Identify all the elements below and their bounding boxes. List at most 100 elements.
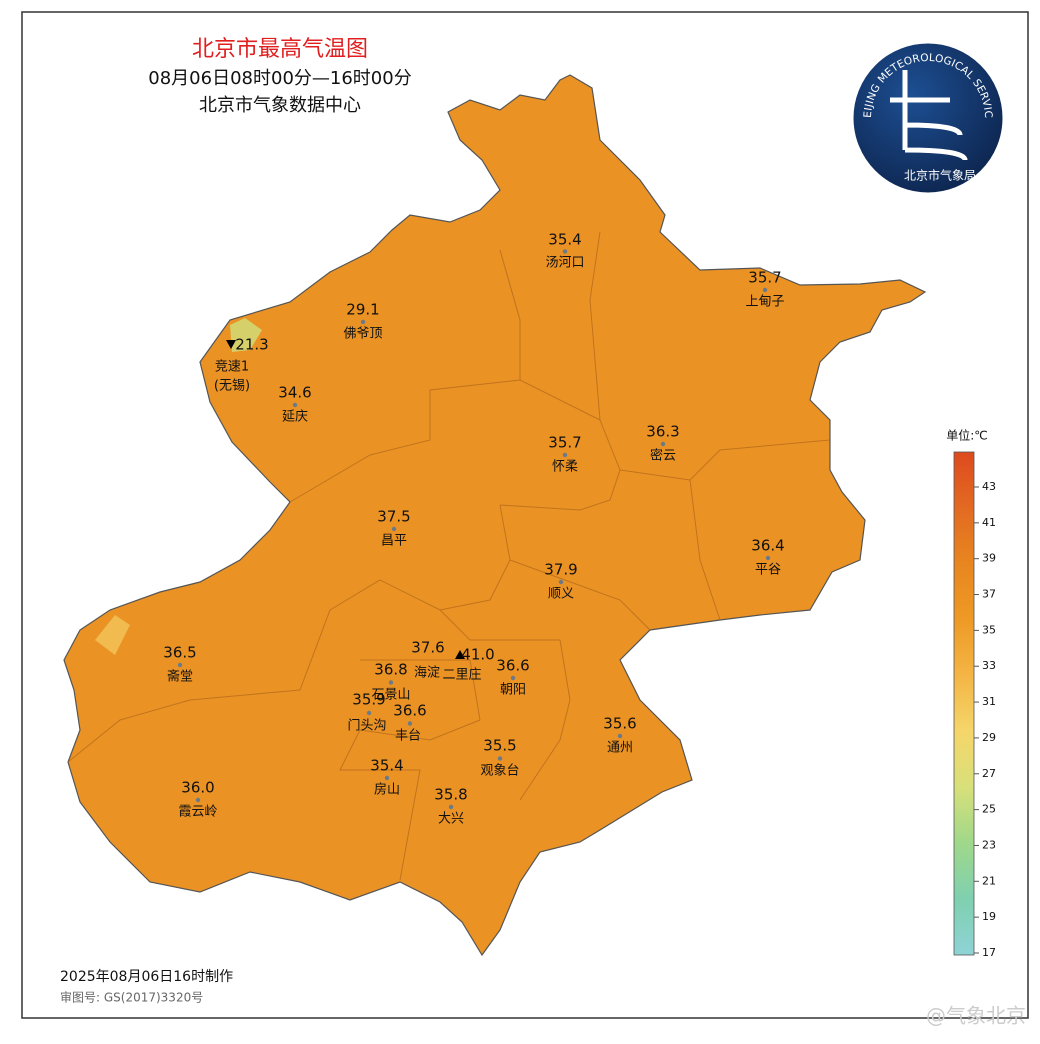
station-marker — [226, 340, 236, 349]
station-value: 35.6 — [603, 715, 636, 733]
legend-ticks: 43 41 39 37 35 33 31 29 27 25 23 21 19 17 — [974, 480, 996, 959]
legend-tick-label: 21 — [982, 874, 996, 887]
legend-tick-label: 41 — [982, 516, 996, 529]
station-name: 朝阳 — [500, 683, 526, 698]
station: 35.9 门头沟 — [347, 691, 386, 734]
station-value: 35.9 — [352, 691, 385, 709]
station-name: 昌平 — [381, 534, 407, 549]
station-name: 斋堂 — [167, 669, 193, 685]
station-value: 35.5 — [483, 737, 516, 755]
station: 29.1 佛爷顶 — [343, 301, 382, 342]
legend-unit: 单位:℃ — [946, 428, 988, 443]
station-dot — [391, 526, 397, 532]
station: 36.0 霞云岭 — [178, 779, 217, 820]
station-name: 门头沟 — [347, 719, 386, 734]
station-value: 37.9 — [544, 561, 577, 579]
station-dot — [388, 680, 394, 685]
legend-tick-label: 25 — [982, 803, 996, 816]
legend-tick-label: 17 — [982, 946, 996, 959]
beijing-map — [63, 74, 927, 957]
station-value: 35.7 — [748, 269, 781, 287]
station-value: 41.0 — [461, 646, 494, 664]
stations: 35.4 汤河口 35.7 上甸子 29.1 佛爷顶 21.3 竞速1 (无锡) 34.6 延庆 35… — [163, 231, 784, 827]
station-dot — [407, 721, 413, 726]
legend-tick-label: 37 — [982, 588, 996, 601]
station-name: 石景山 — [371, 688, 410, 703]
station: 21.3 竞速1 (无锡) — [214, 336, 269, 394]
station-name: 霞云岭 — [178, 805, 217, 820]
station-name: 怀柔 — [552, 460, 578, 475]
made-time: 2025年08月06日16时制作 — [60, 969, 233, 985]
station-dot — [762, 287, 768, 293]
station-name: 房山 — [374, 782, 400, 798]
station-value: 35.7 — [548, 434, 581, 452]
station-name: 竞速1 — [215, 359, 249, 375]
station-dot — [497, 756, 503, 761]
station-name: 密云 — [650, 448, 676, 464]
station-name: 通州 — [607, 741, 633, 756]
station-dot — [510, 675, 516, 681]
map-source: 北京市气象数据中心 — [199, 95, 361, 116]
legend-tick-label: 19 — [982, 910, 996, 923]
station: 35.6 通州 — [603, 715, 636, 756]
station-marker — [455, 650, 465, 659]
station-name: 平谷 — [755, 563, 781, 578]
logo-emblem — [890, 70, 968, 161]
station: 36.6 丰台 — [393, 702, 426, 744]
station-value: 36.6 — [393, 702, 426, 720]
legend-tick-label: 35 — [982, 623, 996, 636]
approval-number: 审图号: GS(2017)3320号 — [60, 990, 203, 1005]
station-value: 36.5 — [163, 644, 196, 662]
station-dot — [562, 452, 568, 458]
station: 36.4 平谷 — [751, 537, 784, 578]
watermark: @气象北京 — [926, 1004, 1026, 1028]
station-dot — [617, 733, 623, 739]
station-value: 36.3 — [646, 423, 679, 441]
map-period: 08月06日08时00分—16时00分 — [148, 68, 411, 89]
station: 36.8 石景山 — [371, 661, 410, 703]
legend-tick-label: 39 — [982, 552, 996, 565]
legend-bar — [953, 451, 975, 956]
station-dot — [384, 775, 390, 781]
station-name: 佛爷顶 — [343, 327, 382, 342]
station-value: 21.3 — [235, 336, 268, 354]
station-name: 观象台 — [480, 764, 519, 779]
station-value: 29.1 — [346, 301, 379, 319]
logo-badge — [850, 40, 1006, 196]
station-value: 35.4 — [370, 757, 403, 775]
station: 35.4 房山 — [370, 757, 403, 798]
legend-tick-label: 27 — [982, 767, 996, 780]
station: 37.5 昌平 — [377, 508, 410, 549]
station-name: 海淀 — [414, 666, 440, 681]
station-value: 36.8 — [374, 661, 407, 679]
cool-area — [230, 318, 262, 352]
station-name: (无锡) — [214, 379, 250, 394]
station-value: 36.4 — [751, 537, 784, 555]
station-dot — [562, 249, 568, 254]
station: 35.8 大兴 — [434, 786, 467, 827]
station-dot — [660, 441, 666, 447]
station-dot — [558, 579, 564, 585]
station: 34.6 延庆 — [278, 384, 311, 425]
station-name: 二里庄 — [442, 667, 481, 683]
legend-tick-label: 23 — [982, 838, 996, 851]
station: 37.6 海淀 — [411, 639, 444, 681]
station: 36.6 朝阳 — [496, 657, 529, 698]
station-dot — [195, 797, 201, 803]
legend-tick-label: 31 — [982, 695, 996, 708]
station-value: 35.8 — [434, 786, 467, 804]
legend-tick-label: 33 — [982, 659, 996, 672]
station-value: 35.4 — [548, 231, 581, 249]
cool-area — [95, 615, 130, 655]
station-dot — [177, 662, 183, 668]
station-dot — [292, 402, 298, 408]
logo-name: 北京市气象局 — [904, 168, 976, 183]
legend-tick-label: 29 — [982, 731, 996, 744]
station-dot — [765, 555, 771, 561]
station-dot — [366, 710, 372, 716]
station-name: 丰台 — [395, 729, 421, 744]
station-value: 37.6 — [411, 639, 444, 657]
station-name: 顺义 — [548, 587, 574, 602]
station: 37.9 顺义 — [544, 561, 577, 602]
